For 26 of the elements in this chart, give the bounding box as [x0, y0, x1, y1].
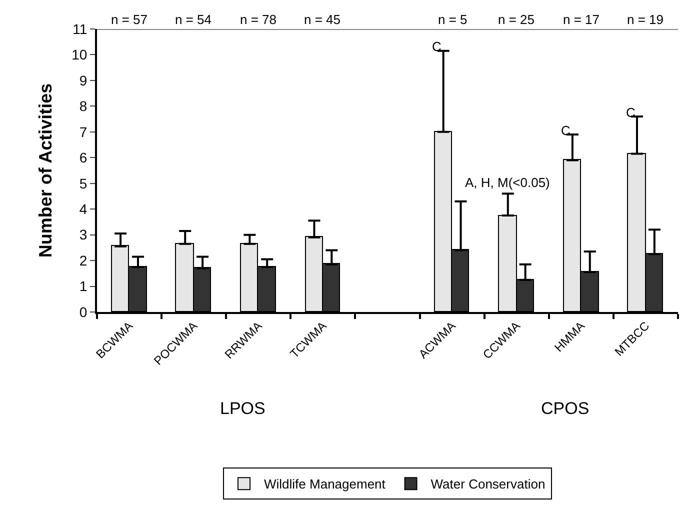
y-tick-label: 5: [79, 175, 88, 192]
annotation: A, H, M(<0.05): [465, 175, 550, 190]
legend-label: Water Conservation: [430, 476, 546, 492]
y-tick-label: 10: [72, 46, 88, 63]
y-tick-label: 7: [79, 124, 88, 140]
text: n = 57: [111, 12, 148, 27]
legend-label: Wildlife Management: [264, 476, 386, 492]
text: n = 78: [240, 12, 277, 27]
y-tick-label: 6: [79, 150, 88, 166]
text: n = 45: [304, 12, 341, 27]
y-tick-label: 4: [79, 200, 88, 217]
y-tick-label: 0: [79, 304, 88, 320]
text: LPOS: [220, 399, 266, 418]
y-tick-label: 9: [79, 72, 88, 88]
y-tick-label: 1: [79, 278, 88, 294]
text: CPOS: [541, 399, 590, 418]
text: n = 5: [438, 12, 468, 27]
y-tick-label: 3: [79, 226, 88, 243]
y-axis-title: Number of Activities: [35, 83, 56, 258]
y-tick-label: 8: [79, 98, 88, 114]
y-tick-label: 11: [72, 20, 88, 37]
text: n = 17: [563, 12, 600, 27]
text: n = 19: [627, 12, 664, 27]
text: n = 25: [498, 12, 535, 27]
text: n = 54: [175, 12, 212, 27]
y-tick-label: 2: [79, 252, 88, 268]
